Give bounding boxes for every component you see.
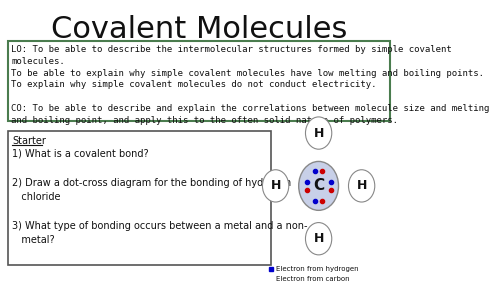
Text: Starter: Starter — [12, 136, 46, 146]
Text: LO: To be able to describe the intermolecular structures formed by simple covale: LO: To be able to describe the intermole… — [11, 45, 490, 125]
FancyBboxPatch shape — [8, 41, 390, 121]
Text: H: H — [270, 179, 281, 192]
Text: Electron from carbon: Electron from carbon — [276, 276, 349, 281]
FancyBboxPatch shape — [8, 131, 271, 265]
Ellipse shape — [306, 223, 332, 255]
Text: H: H — [314, 232, 324, 245]
Text: 1) What is a covalent bond?

2) Draw a dot-cross diagram for the bonding of hydr: 1) What is a covalent bond? 2) Draw a do… — [12, 149, 308, 245]
Text: Electron from hydrogen: Electron from hydrogen — [276, 266, 358, 272]
Ellipse shape — [348, 170, 375, 202]
Ellipse shape — [262, 170, 288, 202]
Text: H: H — [314, 126, 324, 140]
Ellipse shape — [306, 117, 332, 149]
Text: H: H — [356, 179, 367, 192]
Ellipse shape — [298, 161, 339, 210]
Text: Covalent Molecules: Covalent Molecules — [51, 15, 348, 44]
Text: C: C — [313, 178, 324, 193]
